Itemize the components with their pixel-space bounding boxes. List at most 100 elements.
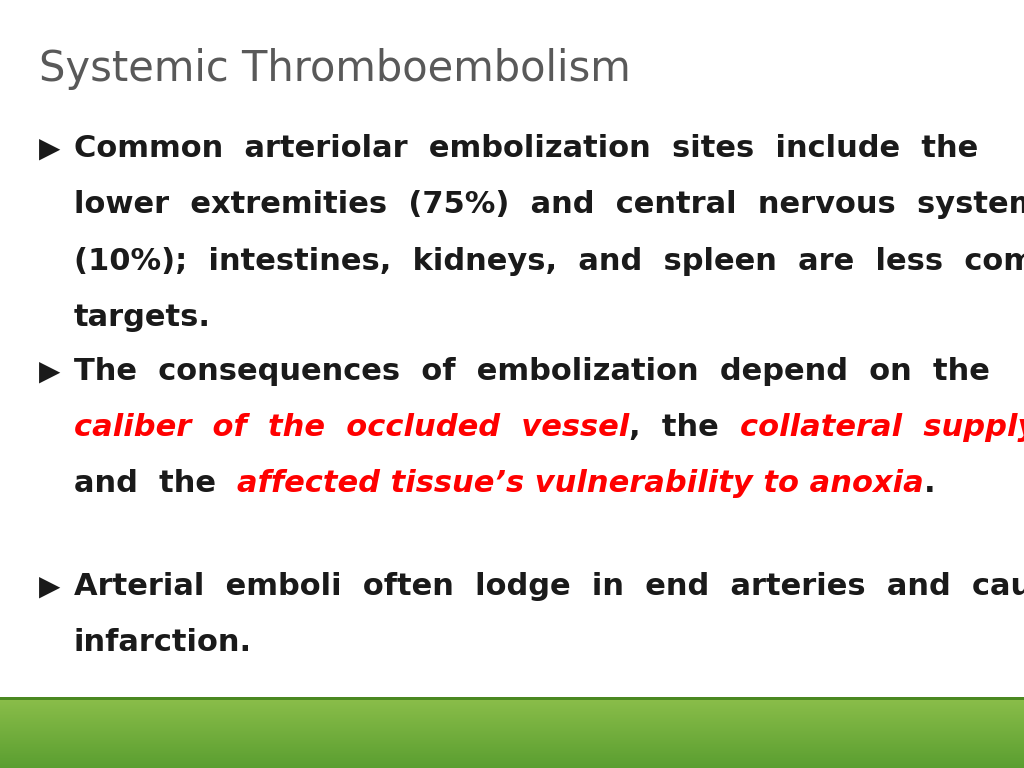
Bar: [0, 719, 1024, 720]
Bar: [0, 731, 1024, 733]
Bar: [0, 742, 1024, 743]
Bar: [0, 732, 1024, 733]
Bar: [0, 697, 1024, 698]
Bar: [0, 727, 1024, 728]
Bar: [0, 700, 1024, 701]
Text: Common  arteriolar  embolization  sites  include  the: Common arteriolar embolization sites inc…: [74, 134, 978, 164]
Bar: [0, 728, 1024, 730]
Bar: [0, 730, 1024, 731]
Bar: [0, 764, 1024, 766]
Text: ,  the: , the: [629, 413, 740, 442]
Bar: [0, 726, 1024, 727]
Bar: [0, 746, 1024, 748]
Bar: [0, 739, 1024, 740]
Bar: [0, 761, 1024, 762]
Bar: [0, 752, 1024, 753]
Bar: [0, 753, 1024, 754]
Bar: [0, 760, 1024, 762]
Bar: [0, 709, 1024, 710]
Bar: [0, 698, 1024, 699]
Text: lower  extremities  (75%)  and  central  nervous  system: lower extremities (75%) and central nerv…: [74, 190, 1024, 220]
Bar: [0, 757, 1024, 759]
Bar: [0, 762, 1024, 763]
Bar: [0, 733, 1024, 735]
Bar: [0, 699, 1024, 700]
Bar: [0, 720, 1024, 721]
Bar: [0, 700, 1024, 701]
Bar: [0, 751, 1024, 753]
Bar: [0, 718, 1024, 719]
Bar: [0, 713, 1024, 714]
Text: ▶: ▶: [39, 357, 60, 385]
Bar: [0, 720, 1024, 721]
Bar: [0, 717, 1024, 718]
Bar: [0, 740, 1024, 742]
Bar: [0, 708, 1024, 709]
Bar: [0, 733, 1024, 734]
Bar: [0, 749, 1024, 750]
Bar: [0, 748, 1024, 749]
Bar: [0, 714, 1024, 716]
Bar: [0, 700, 1024, 702]
Bar: [0, 737, 1024, 739]
Bar: [0, 729, 1024, 730]
Bar: [0, 707, 1024, 708]
Text: affected tissue’s vulnerability to anoxia: affected tissue’s vulnerability to anoxi…: [237, 469, 924, 498]
Bar: [0, 710, 1024, 711]
Bar: [0, 713, 1024, 715]
Bar: [0, 711, 1024, 713]
Bar: [0, 763, 1024, 764]
Bar: [0, 708, 1024, 710]
Text: and  the: and the: [74, 469, 237, 498]
Bar: [0, 765, 1024, 766]
Bar: [0, 706, 1024, 707]
Bar: [0, 703, 1024, 705]
Bar: [0, 722, 1024, 723]
Text: collateral  supply: collateral supply: [740, 413, 1024, 442]
Bar: [0, 736, 1024, 737]
Bar: [0, 737, 1024, 738]
Bar: [0, 759, 1024, 760]
Bar: [0, 733, 1024, 734]
Bar: [0, 761, 1024, 763]
Bar: [0, 712, 1024, 713]
Bar: [0, 763, 1024, 765]
Text: Arterial  emboli  often  lodge  in  end  arteries  and  cause: Arterial emboli often lodge in end arter…: [74, 572, 1024, 601]
Bar: [0, 758, 1024, 759]
Bar: [0, 728, 1024, 729]
Bar: [0, 743, 1024, 744]
Bar: [0, 721, 1024, 723]
Bar: [0, 744, 1024, 746]
Bar: [0, 759, 1024, 760]
Bar: [0, 755, 1024, 756]
Bar: [0, 745, 1024, 746]
Bar: [0, 750, 1024, 751]
Text: infarction.: infarction.: [74, 628, 252, 657]
Bar: [0, 730, 1024, 731]
Bar: [0, 746, 1024, 747]
Bar: [0, 738, 1024, 739]
Bar: [0, 705, 1024, 707]
Bar: [0, 725, 1024, 727]
Bar: [0, 743, 1024, 744]
Bar: [0, 705, 1024, 707]
Bar: [0, 741, 1024, 743]
Bar: [0, 738, 1024, 740]
Bar: [0, 751, 1024, 752]
Bar: [0, 710, 1024, 712]
Bar: [0, 753, 1024, 754]
Bar: [0, 734, 1024, 736]
Text: caliber  of  the  occluded  vessel: caliber of the occluded vessel: [74, 413, 629, 442]
Bar: [0, 726, 1024, 727]
Text: targets.: targets.: [74, 303, 211, 332]
Text: Systemic Thromboembolism: Systemic Thromboembolism: [39, 48, 631, 90]
Bar: [0, 756, 1024, 758]
Text: .: .: [924, 469, 935, 498]
Bar: [0, 697, 1024, 700]
Bar: [0, 748, 1024, 750]
Bar: [0, 715, 1024, 717]
Bar: [0, 723, 1024, 725]
Bar: [0, 735, 1024, 737]
Bar: [0, 753, 1024, 755]
Bar: [0, 743, 1024, 745]
